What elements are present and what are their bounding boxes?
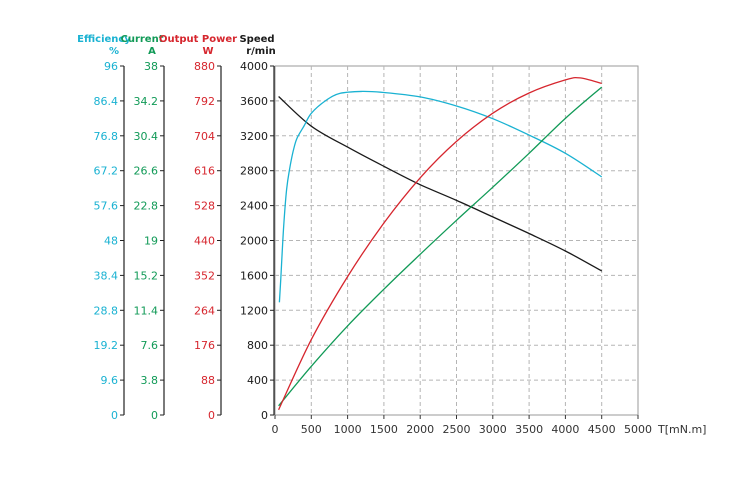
y-tick-label-current: 7.6	[141, 339, 159, 352]
x-tick-label: 2000	[406, 423, 434, 436]
y-tick-label-efficiency: 28.8	[94, 304, 119, 317]
x-tick-label: 5000	[624, 423, 652, 436]
axis-title-efficiency: Efficiency	[77, 34, 131, 45]
y-tick-label-power: 440	[194, 235, 215, 248]
y-tick-label-efficiency: 38.4	[94, 269, 119, 282]
y-tick-label-speed: 3600	[240, 95, 268, 108]
y-tick-label-power: 264	[194, 304, 215, 317]
y-tick-label-current: 0	[151, 409, 158, 422]
y-tick-label-current: 19	[144, 235, 158, 248]
y-tick-label-current: 15.2	[134, 269, 159, 282]
efficiency-curve	[278, 90, 603, 303]
axis-unit-power: W	[202, 46, 213, 57]
current-curve	[278, 86, 603, 407]
y-tick-label-power: 704	[194, 130, 215, 143]
y-tick-label-power: 0	[208, 409, 215, 422]
y-tick-label-efficiency: 86.4	[94, 95, 119, 108]
axis-unit-efficiency: %	[109, 46, 119, 57]
y-tick-label-power: 880	[194, 60, 215, 73]
x-tick-label: 1500	[370, 423, 398, 436]
y-tick-label-power: 352	[194, 269, 215, 282]
y-tick-label-efficiency: 0	[111, 409, 118, 422]
x-tick-label: 1000	[334, 423, 362, 436]
y-tick-label-speed: 4000	[240, 60, 268, 73]
y-tick-label-current: 22.8	[134, 200, 159, 213]
y-tick-label-speed: 3200	[240, 130, 268, 143]
y-tick-label-current: 30.4	[134, 130, 159, 143]
y-tick-label-efficiency: 67.2	[94, 165, 119, 178]
y-tick-label-efficiency: 76.8	[94, 130, 119, 143]
power-curve	[278, 76, 602, 411]
y-tick-label-speed: 1200	[240, 304, 268, 317]
y-tick-label-speed: 2800	[240, 165, 268, 178]
axis-title-power: Output Power	[159, 34, 237, 45]
y-tick-label-efficiency: 9.6	[101, 374, 119, 387]
y-tick-label-current: 38	[144, 60, 158, 73]
axis-title-current: Current	[120, 34, 163, 45]
y-tick-label-speed: 1600	[240, 269, 268, 282]
x-tick-label: 500	[301, 423, 322, 436]
y-tick-label-speed: 800	[247, 339, 268, 352]
y-tick-label-speed: 0	[261, 409, 268, 422]
y-tick-label-current: 11.4	[134, 304, 159, 317]
axis-unit-current: A	[148, 46, 156, 57]
y-tick-label-power: 792	[194, 95, 215, 108]
y-tick-label-speed: 400	[247, 374, 268, 387]
y-tick-label-power: 616	[194, 165, 215, 178]
x-tick-label: 0	[272, 423, 279, 436]
y-tick-label-power: 528	[194, 200, 215, 213]
x-tick-label: 4000	[551, 423, 579, 436]
speed-curve	[278, 96, 603, 272]
y-tick-label-current: 34.2	[134, 95, 159, 108]
y-tick-label-speed: 2400	[240, 200, 268, 213]
x-tick-label: 3500	[515, 423, 543, 436]
y-tick-label-current: 26.6	[134, 165, 159, 178]
x-tick-label: 2500	[443, 423, 471, 436]
x-axis-label: T[mN.m]	[657, 423, 706, 436]
x-tick-label: 4500	[588, 423, 616, 436]
y-tick-label-efficiency: 57.6	[94, 200, 119, 213]
x-tick-label: 3000	[479, 423, 507, 436]
y-tick-label-efficiency: 48	[104, 235, 118, 248]
y-tick-label-current: 3.8	[141, 374, 159, 387]
y-tick-label-power: 88	[201, 374, 215, 387]
axis-unit-speed: r/min	[246, 46, 276, 57]
y-tick-label-speed: 2000	[240, 235, 268, 248]
y-tick-label-power: 176	[194, 339, 215, 352]
y-tick-label-efficiency: 96	[104, 60, 118, 73]
axis-title-speed: Speed	[239, 34, 274, 45]
y-tick-label-efficiency: 19.2	[94, 339, 119, 352]
